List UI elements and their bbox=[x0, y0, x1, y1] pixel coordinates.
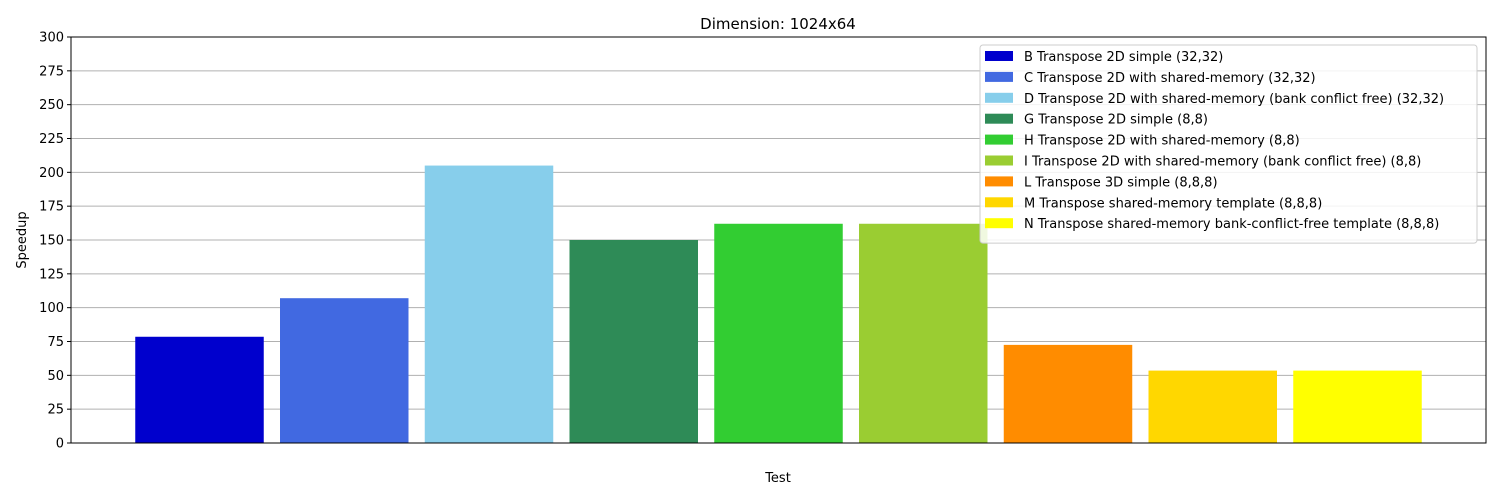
y-axis-ticks: 0 25 50 75 100 125 150 175 200 225 250 275 300 bbox=[39, 31, 71, 452]
bar bbox=[1293, 370, 1422, 443]
legend: B Transpose 2D simple (32,32) C Transpose… bbox=[979, 44, 1478, 244]
y-tick-label: 275 bbox=[39, 64, 64, 79]
y-tick-label: 175 bbox=[39, 200, 64, 215]
legend-swatch bbox=[985, 71, 1013, 82]
legend-entry: D Transpose 2D with shared-memory (bank … bbox=[1024, 92, 1444, 107]
legend-swatch bbox=[985, 155, 1013, 166]
y-tick-label: 250 bbox=[39, 98, 64, 113]
legend-entry: M Transpose shared-memory template (8,8,… bbox=[1024, 196, 1322, 211]
y-tick-label: 100 bbox=[39, 301, 64, 316]
legend-entry: G Transpose 2D simple (8,8) bbox=[1024, 113, 1208, 128]
y-tick-label: 25 bbox=[47, 403, 64, 418]
chart-title: Dimension: 1024x64 bbox=[700, 15, 856, 33]
x-axis-label: Test bbox=[764, 471, 791, 486]
y-tick-label: 50 bbox=[47, 369, 64, 384]
bar bbox=[859, 223, 988, 443]
bar bbox=[569, 240, 698, 443]
y-tick-label: 125 bbox=[39, 267, 64, 282]
legend-entry: H Transpose 2D with shared-memory (8,8) bbox=[1024, 134, 1300, 149]
legend-entry: I Transpose 2D with shared-memory (bank … bbox=[1024, 155, 1421, 170]
bar bbox=[1003, 344, 1133, 443]
bar bbox=[714, 223, 843, 443]
legend-swatch bbox=[985, 113, 1013, 124]
y-tick-label: 75 bbox=[47, 335, 64, 350]
y-tick-label: 200 bbox=[39, 166, 64, 181]
legend-swatch bbox=[985, 218, 1013, 229]
legend-entry: C Transpose 2D with shared-memory (32,32… bbox=[1024, 71, 1316, 86]
legend-frame bbox=[979, 44, 1478, 244]
bar bbox=[280, 298, 409, 443]
legend-swatch bbox=[985, 134, 1013, 145]
bar bbox=[135, 336, 264, 443]
legend-swatch bbox=[985, 197, 1013, 208]
y-tick-label: 300 bbox=[39, 31, 64, 46]
y-tick-label: 0 bbox=[56, 437, 64, 452]
y-tick-label: 225 bbox=[39, 132, 64, 147]
legend-swatch bbox=[985, 176, 1013, 187]
legend-entry: N Transpose shared-memory bank-conflict-… bbox=[1024, 217, 1439, 232]
bar bbox=[1148, 370, 1277, 443]
bar bbox=[424, 165, 554, 444]
y-tick-label: 150 bbox=[39, 234, 64, 249]
y-axis-label: Speedup bbox=[15, 211, 30, 268]
legend-entry: B Transpose 2D simple (32,32) bbox=[1024, 50, 1223, 65]
legend-swatch bbox=[985, 51, 1013, 61]
legend-swatch bbox=[985, 92, 1013, 103]
legend-entry: L Transpose 3D simple (8,8,8) bbox=[1024, 175, 1218, 190]
bars bbox=[135, 165, 1422, 444]
